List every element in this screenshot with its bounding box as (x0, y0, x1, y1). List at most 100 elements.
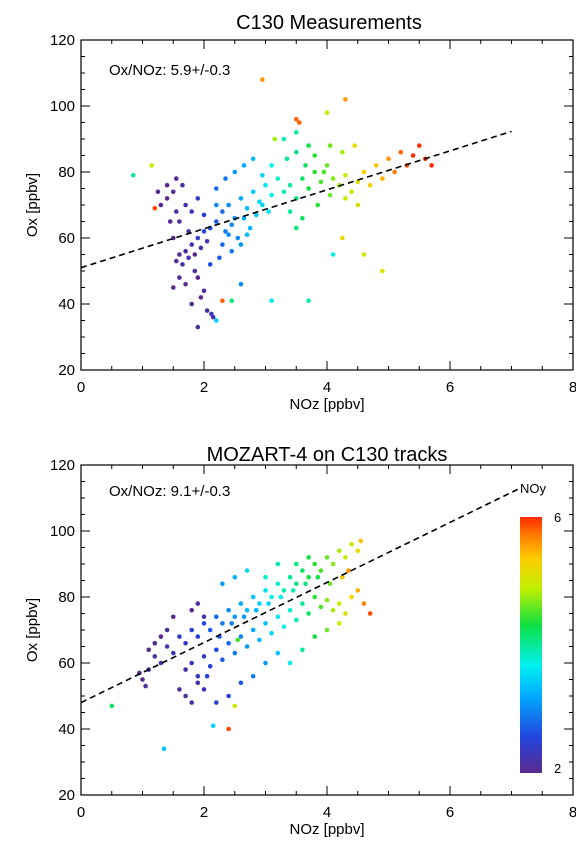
y-tick-label: 40 (58, 721, 75, 738)
data-point (174, 209, 179, 214)
data-point (253, 607, 259, 613)
data-point (140, 677, 145, 682)
data-point (220, 581, 225, 587)
data-point (189, 700, 194, 705)
data-point (131, 173, 136, 178)
colorbar-label: NOy (520, 481, 547, 496)
data-point (250, 627, 256, 633)
data-point (330, 176, 336, 181)
data-point (189, 301, 194, 307)
data-point (417, 143, 422, 148)
x-tick-label: 0 (77, 804, 85, 821)
data-point (269, 594, 274, 600)
data-point (330, 607, 336, 613)
data-point (232, 169, 238, 175)
data-point (177, 219, 182, 224)
data-point (223, 229, 228, 234)
data-point (355, 202, 361, 208)
data-point (143, 683, 148, 689)
data-point (250, 156, 256, 162)
data-point (214, 186, 219, 191)
data-point (207, 627, 213, 633)
data-point (306, 298, 311, 304)
data-point (324, 598, 330, 603)
data-point (294, 225, 299, 231)
data-point (315, 574, 321, 580)
plot-area-frame (80, 39, 574, 371)
data-point (324, 555, 330, 560)
data-point (272, 136, 278, 142)
data-point (232, 614, 238, 620)
data-point (189, 209, 194, 214)
data-point (195, 235, 201, 241)
data-point (226, 640, 231, 646)
colorbar: NOy 6 2 (520, 481, 561, 776)
data-point (214, 647, 219, 653)
y-tick-label: 20 (58, 362, 75, 379)
data-point (343, 196, 348, 201)
data-point (220, 298, 225, 304)
data-point (380, 176, 385, 181)
data-point (324, 627, 330, 633)
x-tick-label: 8 (569, 379, 576, 396)
data-point (152, 654, 158, 659)
data-point (253, 212, 259, 218)
data-point (346, 568, 351, 573)
x-tick-label: 8 (569, 804, 576, 821)
data-point (244, 568, 250, 573)
data-point (337, 621, 342, 626)
data-point (269, 163, 274, 168)
data-point (263, 660, 268, 666)
data-point (189, 242, 194, 247)
data-point (201, 288, 207, 294)
data-point (287, 209, 293, 214)
data-point (321, 169, 327, 175)
data-point (201, 687, 207, 692)
data-point (287, 607, 293, 613)
x-tick-label: 6 (446, 379, 454, 396)
data-point (337, 601, 342, 606)
data-point (306, 574, 311, 580)
data-point (269, 631, 274, 636)
data-point (269, 192, 274, 198)
data-point (220, 621, 225, 626)
y-tick-label: 40 (58, 296, 75, 313)
data-point (226, 607, 231, 613)
data-point (146, 647, 151, 653)
data-point (198, 295, 204, 300)
data-point (275, 581, 281, 587)
data-point (207, 664, 213, 669)
data-point (201, 621, 207, 626)
data-point (201, 654, 207, 659)
y-tick-label: 80 (58, 589, 75, 606)
data-point (192, 268, 198, 274)
data-point (300, 215, 305, 221)
data-point (229, 621, 234, 626)
data-point (337, 548, 342, 554)
x-tick-label: 2 (200, 379, 208, 396)
data-point (300, 601, 305, 606)
scatter-points (131, 77, 434, 330)
data-point (312, 594, 318, 600)
data-point (183, 693, 188, 699)
data-point (324, 163, 330, 168)
data-point (315, 202, 321, 208)
data-point (210, 723, 216, 728)
data-point (312, 153, 318, 158)
data-point (189, 607, 194, 613)
data-point (275, 176, 281, 181)
data-point (343, 97, 348, 102)
data-point (241, 163, 247, 168)
data-point (250, 594, 256, 600)
data-point (171, 614, 176, 620)
data-point (207, 262, 213, 267)
data-point (257, 601, 262, 606)
data-point (186, 255, 191, 261)
data-point (330, 252, 336, 257)
data-point (209, 311, 214, 317)
data-point (284, 156, 290, 162)
data-point (164, 182, 170, 188)
x-tick-label: 2 (200, 804, 208, 821)
data-point (367, 182, 373, 188)
data-point (275, 614, 281, 620)
